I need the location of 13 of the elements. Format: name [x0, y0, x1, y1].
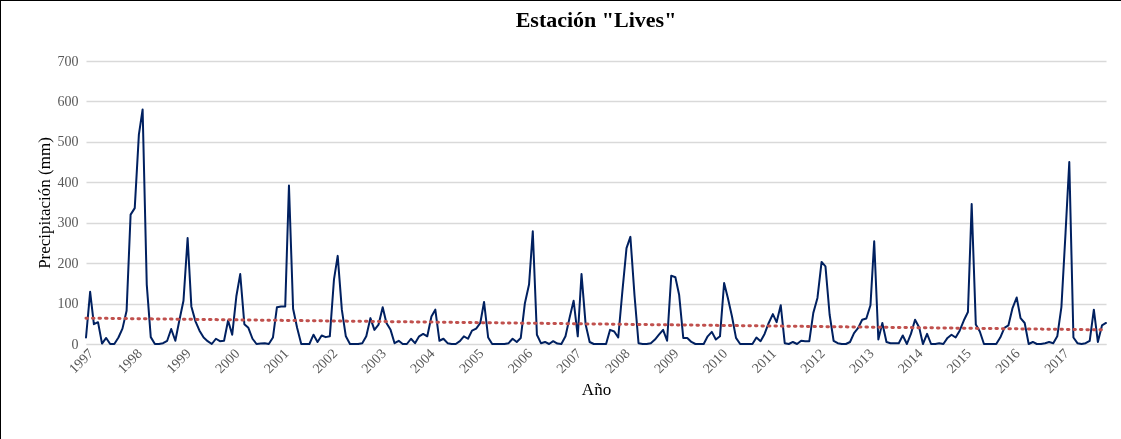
- y-tick-label: 600: [57, 93, 79, 109]
- line-series: [85, 108, 1107, 345]
- x-tick-label: 2011: [749, 345, 780, 376]
- y-axis-title: Precipitación (mm): [34, 137, 54, 269]
- y-tick-label: 100: [57, 296, 79, 312]
- y-tick-label: 200: [57, 255, 79, 271]
- y-tick-label: 0: [71, 336, 79, 352]
- y-tick-label: 700: [57, 53, 79, 69]
- y-tick-label: 500: [57, 134, 79, 150]
- y-tick-label: 400: [57, 174, 79, 190]
- y-tick-label: 300: [57, 215, 79, 231]
- x-axis-title: Año: [581, 380, 612, 400]
- chart-title: Estación "Lives": [515, 7, 677, 32]
